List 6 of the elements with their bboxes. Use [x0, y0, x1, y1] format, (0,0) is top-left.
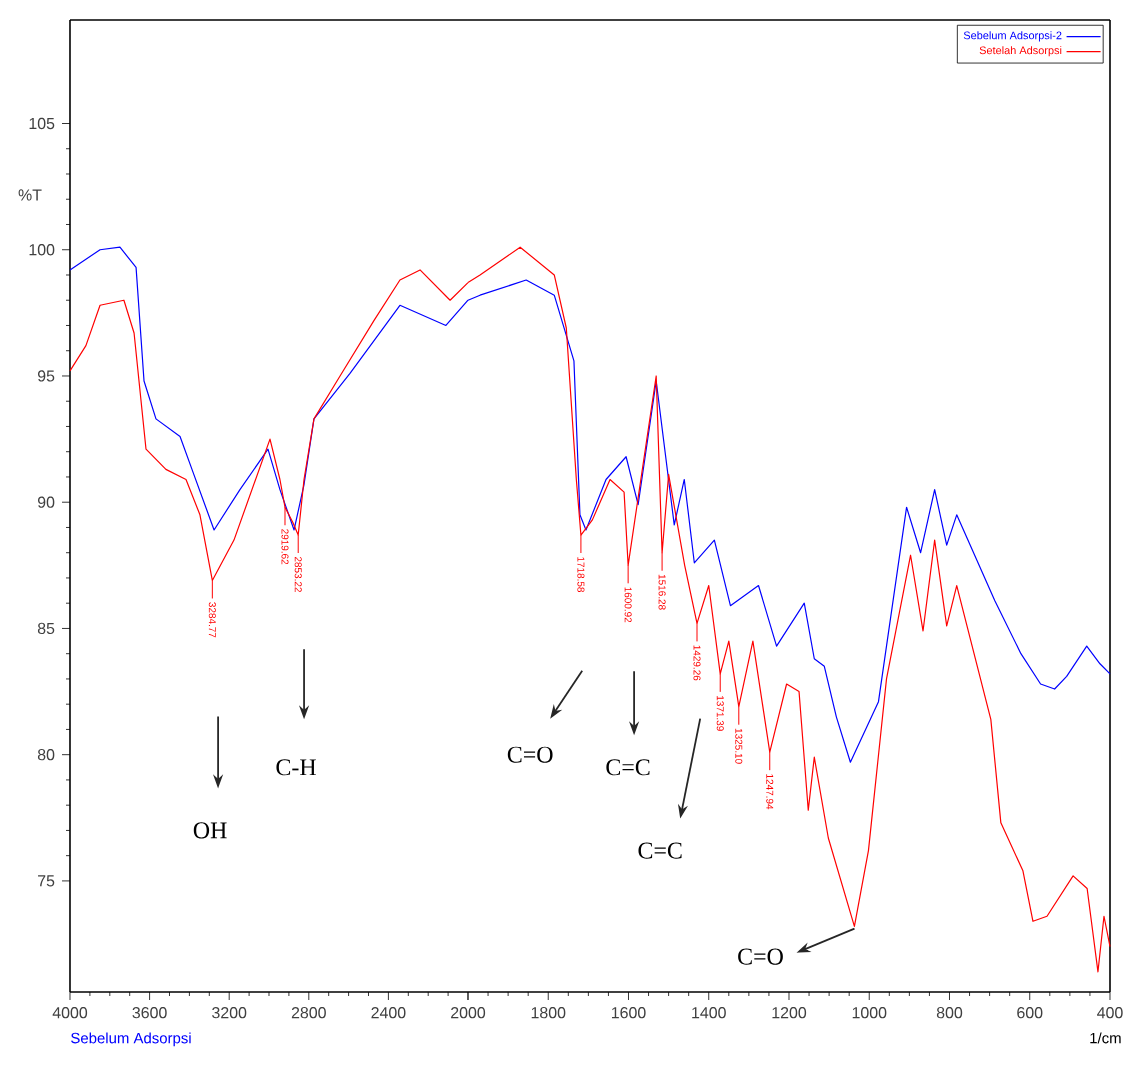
annotation: C=C	[606, 759, 650, 776]
annotation: OH	[193, 822, 227, 839]
annotation: C=O	[507, 746, 553, 763]
annotation: C=O	[738, 948, 783, 965]
annotation: C=C	[638, 842, 682, 859]
annotation: C-H	[276, 759, 316, 776]
